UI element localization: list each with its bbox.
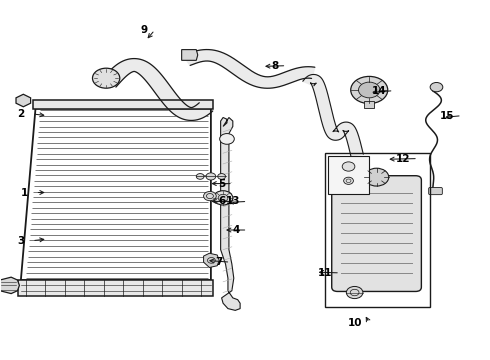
FancyBboxPatch shape <box>332 176 421 292</box>
Text: 9: 9 <box>141 25 147 35</box>
Circle shape <box>359 82 380 98</box>
Text: 10: 10 <box>347 318 362 328</box>
Circle shape <box>351 76 388 104</box>
Text: 12: 12 <box>396 154 411 163</box>
Polygon shape <box>19 280 213 296</box>
Bar <box>365 101 374 108</box>
Polygon shape <box>220 117 240 310</box>
Text: 6: 6 <box>218 197 225 206</box>
Circle shape <box>342 162 355 171</box>
Text: 3: 3 <box>18 236 25 246</box>
Polygon shape <box>33 100 213 109</box>
Circle shape <box>220 134 234 144</box>
Polygon shape <box>203 253 219 267</box>
Text: 7: 7 <box>216 257 223 267</box>
Circle shape <box>365 168 389 186</box>
Circle shape <box>203 192 216 201</box>
Circle shape <box>346 287 363 298</box>
Text: 15: 15 <box>440 111 455 121</box>
Text: 11: 11 <box>318 268 333 278</box>
Text: 2: 2 <box>18 109 25 119</box>
Circle shape <box>196 174 204 179</box>
Polygon shape <box>101 59 213 121</box>
Circle shape <box>206 173 216 180</box>
Text: 13: 13 <box>225 197 240 206</box>
FancyBboxPatch shape <box>429 188 442 195</box>
Bar <box>325 153 430 307</box>
Polygon shape <box>182 50 198 60</box>
Circle shape <box>218 174 225 179</box>
Bar <box>328 156 369 194</box>
Circle shape <box>343 177 353 184</box>
Circle shape <box>430 82 443 92</box>
Text: 5: 5 <box>218 179 225 189</box>
Text: 4: 4 <box>233 225 240 235</box>
Circle shape <box>218 194 228 202</box>
Text: 1: 1 <box>21 188 28 198</box>
Polygon shape <box>16 94 30 107</box>
Text: 8: 8 <box>272 61 279 71</box>
Polygon shape <box>0 277 20 294</box>
Polygon shape <box>303 75 363 156</box>
Text: 14: 14 <box>372 86 386 96</box>
Polygon shape <box>183 50 315 88</box>
Circle shape <box>93 68 120 88</box>
Circle shape <box>213 191 233 205</box>
